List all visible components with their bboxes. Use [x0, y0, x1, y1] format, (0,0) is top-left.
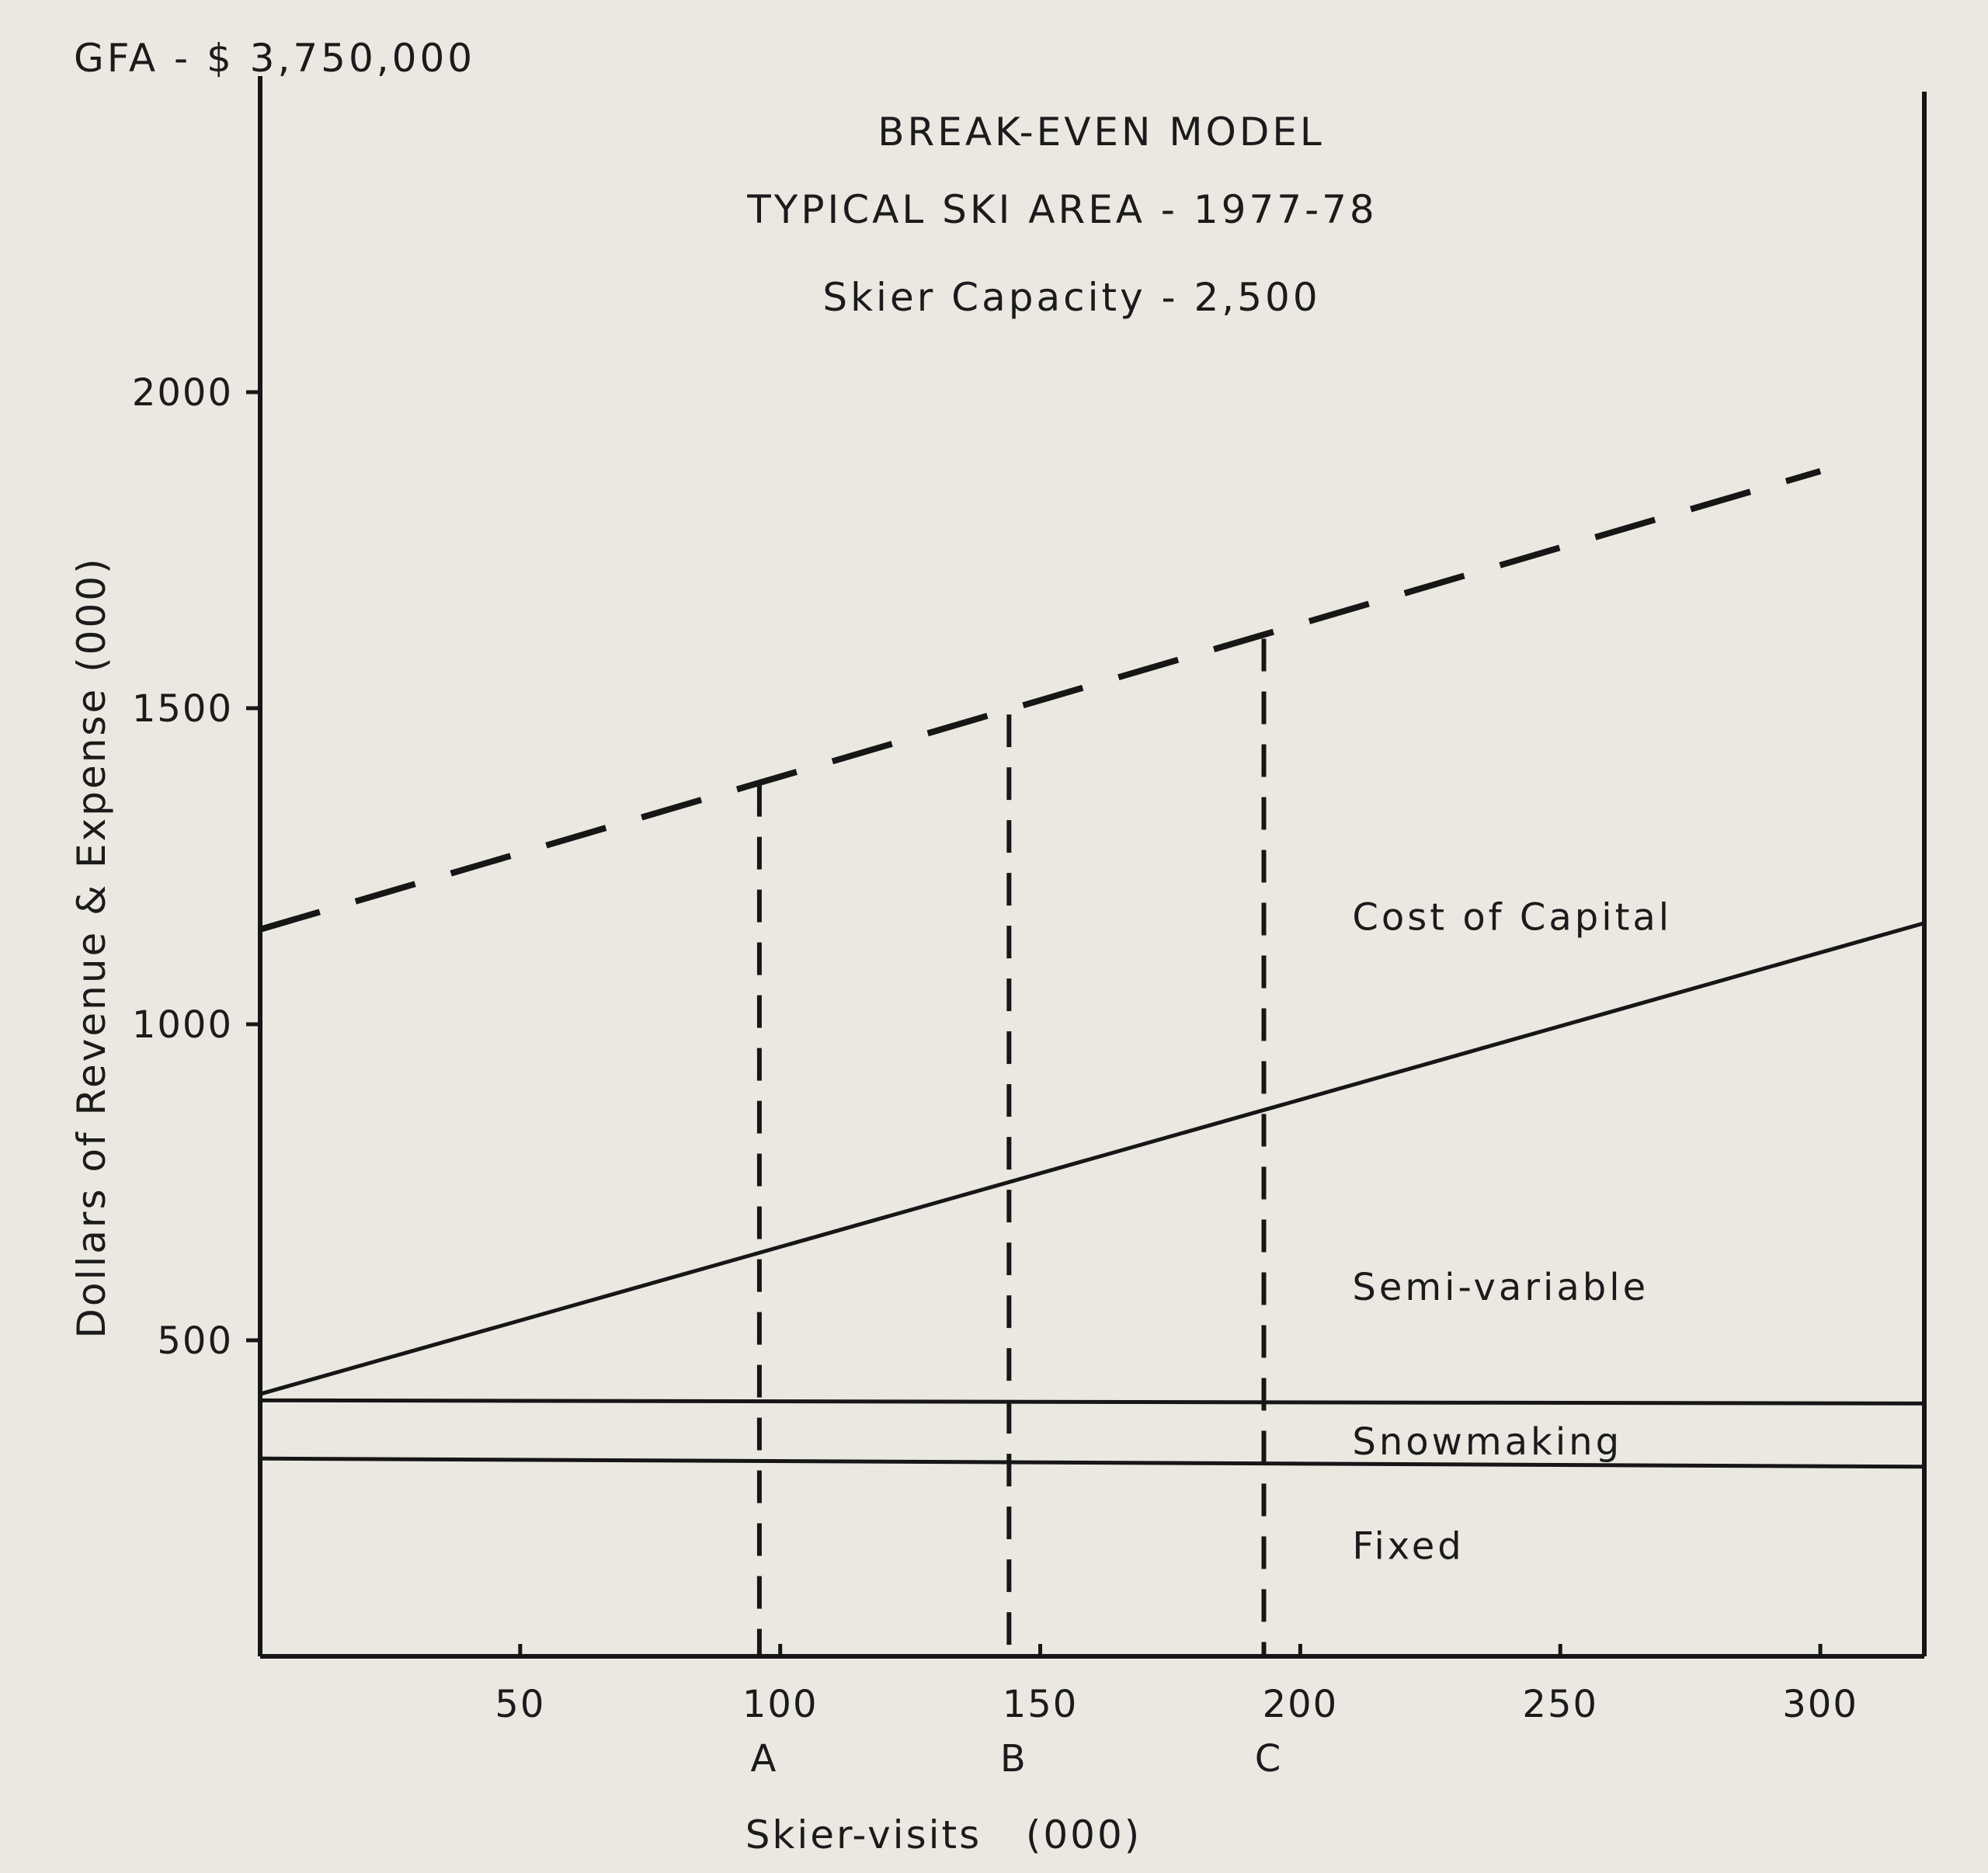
chart-subtitle-capacity: Skier Capacity - 2,500	[822, 275, 1320, 320]
fixed-line	[259, 1456, 1925, 1469]
y-axis-label: Dollars of Revenue & Expense (000)	[69, 556, 114, 1338]
y-tick-label: 500	[157, 1319, 233, 1363]
chart-subtitle: TYPICAL SKI AREA - 1977-78	[746, 187, 1378, 232]
marker-label-c: C	[1255, 1737, 1281, 1781]
x-tick-label: 150	[1003, 1683, 1079, 1726]
chart-title: BREAK-EVEN MODEL	[878, 109, 1325, 155]
semi-variable-line	[259, 921, 1925, 1396]
x-tick-label: 200	[1263, 1683, 1339, 1726]
region-label: Snowmaking	[1352, 1420, 1622, 1464]
total-revenue-dashed-line	[259, 467, 1822, 933]
x-tick-label: 300	[1782, 1683, 1858, 1726]
marker-label-a: A	[750, 1737, 776, 1781]
x-axis-label: Skier-visits (000)	[746, 1812, 1142, 1857]
plot-area: 500 1000 1500 2000 50 100 150 200 250 300 A B C Cost …	[132, 76, 1927, 1781]
region-label: Fixed	[1352, 1525, 1464, 1569]
y-tick-label: 2000	[132, 371, 233, 415]
snowmaking-line	[259, 1398, 1925, 1406]
x-tick-label: 100	[742, 1683, 818, 1726]
x-tick-label: 250	[1522, 1683, 1598, 1726]
gfa-note: GFA - $ 3,750,000	[74, 36, 475, 81]
region-label: Cost of Capital	[1352, 896, 1672, 940]
y-tick-label: 1500	[132, 687, 233, 731]
marker-label-b: B	[1000, 1737, 1026, 1781]
y-tick-label: 1000	[132, 1003, 233, 1047]
x-tick-label: 50	[495, 1683, 545, 1726]
region-label: Semi-variable	[1352, 1266, 1649, 1309]
